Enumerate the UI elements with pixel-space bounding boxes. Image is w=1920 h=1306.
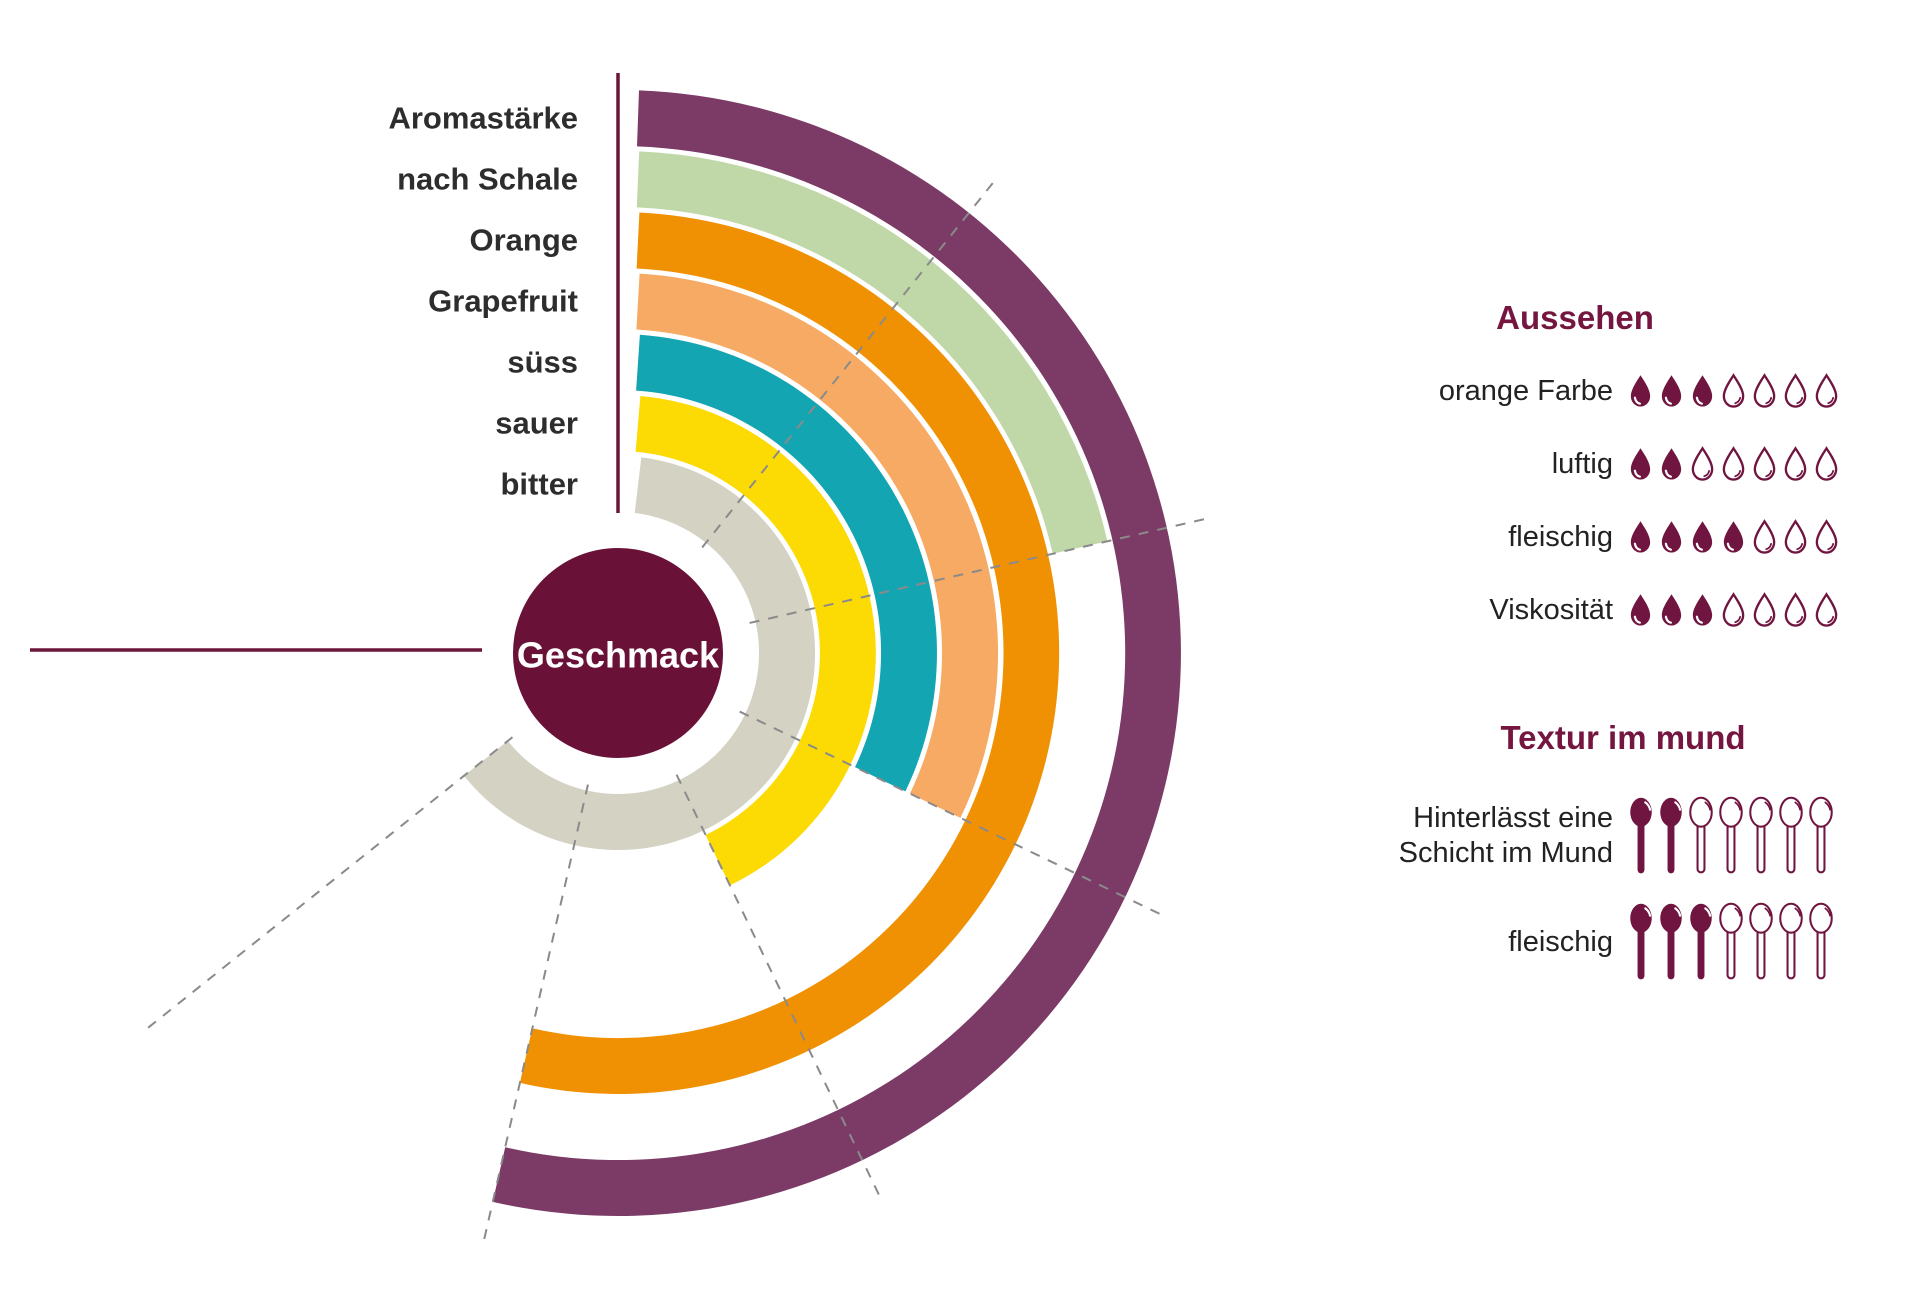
- drop-icon-filled: [1661, 375, 1682, 407]
- drop-icon-filled: [1692, 375, 1713, 407]
- drop-icon-filled: [1630, 521, 1651, 553]
- rating-row: fleischig: [1395, 519, 1875, 556]
- category-label-Grapefruit: Grapefruit: [428, 284, 578, 319]
- rating-row: luftig: [1395, 446, 1875, 483]
- drop-icon-empty: [1691, 446, 1714, 481]
- drop-icon-filled: [1630, 448, 1651, 480]
- rating-row: Viskosität: [1395, 592, 1875, 629]
- drop-icon-empty: [1784, 446, 1807, 481]
- rating-row: orange Farbe: [1395, 373, 1875, 410]
- drop-icon-filled: [1661, 448, 1682, 480]
- category-label-bitter: bitter: [501, 467, 579, 502]
- ring-nach Schale: [636, 151, 1108, 554]
- drop-icon-empty: [1815, 519, 1838, 554]
- drop-icon-filled: [1723, 521, 1744, 553]
- spoon-icon-empty: [1779, 796, 1803, 874]
- drop-icon-empty: [1784, 592, 1807, 627]
- center-circle: [513, 548, 723, 758]
- aussehen-heading: Aussehen: [1496, 299, 1654, 336]
- spoon-icon-empty: [1749, 902, 1773, 980]
- drop-icon-filled: [1630, 594, 1651, 626]
- rating-label: Hinterlässt eine Schicht im Mund: [1398, 802, 1613, 869]
- drop-icon-empty: [1815, 446, 1838, 481]
- spoon-icon-filled: [1630, 903, 1652, 980]
- textur-section: Textur im mund Hinterlässt eine Schicht i…: [1395, 718, 1875, 1007]
- spoon-icon-filled: [1660, 903, 1682, 980]
- drop-icon-empty: [1722, 373, 1745, 408]
- center-label: Geschmack: [517, 635, 720, 676]
- drop-icon-filled: [1661, 521, 1682, 553]
- category-label-Orange: Orange: [469, 223, 578, 258]
- category-label-süss: süss: [507, 345, 578, 380]
- rating-icons: [1627, 901, 1835, 983]
- rating-icons: [1627, 592, 1840, 629]
- drop-icon-empty: [1753, 519, 1776, 554]
- drop-icon-filled: [1692, 594, 1713, 626]
- drop-icon-empty: [1753, 592, 1776, 627]
- spoon-icon-empty: [1749, 796, 1773, 874]
- ring-Grapefruit: [636, 273, 999, 818]
- rating-label: luftig: [1551, 448, 1613, 480]
- drop-icon-empty: [1815, 373, 1838, 408]
- gridline-6: [146, 736, 514, 1030]
- rating-icons: [1627, 795, 1835, 877]
- drop-icon-empty: [1753, 446, 1776, 481]
- rating-row: Hinterlässt eine Schicht im Mund: [1395, 795, 1875, 877]
- aussehen-rating-rows: orange Farbe luftig: [1395, 373, 1875, 629]
- rating-label: fleischig: [1508, 925, 1613, 958]
- gridline-2: [749, 518, 1206, 624]
- ring-süss: [636, 334, 937, 792]
- ring-sauer: [635, 396, 876, 886]
- rating-label: fleischig: [1508, 521, 1613, 553]
- category-label-Aromastärke: Aromastärke: [388, 101, 578, 136]
- drop-icon-empty: [1722, 446, 1745, 481]
- spoon-icon-filled: [1660, 797, 1682, 874]
- gridline-4: [675, 774, 881, 1196]
- textur-heading: Textur im mund: [1500, 719, 1746, 756]
- category-label-sauer: sauer: [495, 406, 578, 441]
- spoon-icon-empty: [1809, 796, 1833, 874]
- spoon-icon-empty: [1719, 796, 1743, 874]
- drop-icon-empty: [1784, 519, 1807, 554]
- drop-icon-empty: [1722, 592, 1745, 627]
- spoon-icon-empty: [1719, 902, 1743, 980]
- spoon-icon-empty: [1809, 902, 1833, 980]
- spoon-icon-filled: [1690, 903, 1712, 980]
- textur-rating-rows: Hinterlässt eine Schicht im Mund fleischi…: [1395, 795, 1875, 983]
- rating-icons: [1627, 373, 1840, 410]
- spoon-icon-empty: [1779, 902, 1803, 980]
- rating-row: fleischig: [1395, 901, 1875, 983]
- gridline-3: [739, 710, 1161, 916]
- drop-icon-empty: [1784, 373, 1807, 408]
- rating-icons: [1627, 519, 1840, 556]
- drop-icon-empty: [1753, 373, 1776, 408]
- ring-bitter: [464, 457, 816, 851]
- rating-label: Viskosität: [1489, 594, 1613, 626]
- category-label-nach Schale: nach Schale: [397, 162, 578, 197]
- rating-label: orange Farbe: [1438, 375, 1613, 407]
- gridline-5: [483, 784, 589, 1241]
- aussehen-section: Aussehen orange Farbe luftig: [1395, 298, 1875, 665]
- drop-icon-filled: [1692, 521, 1713, 553]
- drop-icon-filled: [1630, 375, 1651, 407]
- gridline-1: [701, 181, 995, 549]
- rating-icons: [1627, 446, 1840, 483]
- spoon-icon-empty: [1689, 796, 1713, 874]
- drop-icon-filled: [1661, 594, 1682, 626]
- drop-icon-empty: [1815, 592, 1838, 627]
- spoon-icon-filled: [1630, 797, 1652, 874]
